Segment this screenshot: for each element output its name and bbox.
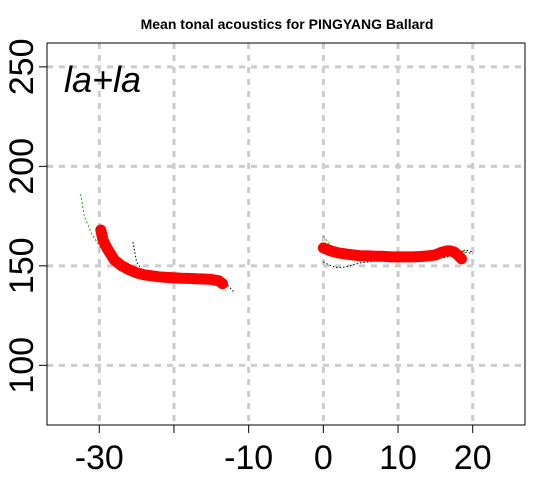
x-axis: -30 -10 0 10 20 — [75, 425, 492, 477]
x-tick-label: -10 — [224, 439, 273, 477]
y-tick-label: 200 — [3, 138, 41, 195]
series-line-mean — [95, 224, 228, 290]
y-axis: 100 150 200 250 — [3, 39, 47, 394]
x-tick-label: 10 — [379, 439, 417, 477]
plot-frame — [46, 42, 526, 426]
panel-label: la+la — [64, 59, 141, 100]
x-tick-label: 20 — [454, 439, 492, 477]
x-tick-label: 0 — [314, 439, 333, 477]
y-tick-label: 100 — [3, 337, 41, 394]
plot-series — [80, 194, 473, 293]
x-tick-label: -30 — [75, 439, 124, 477]
y-tick-label: 250 — [3, 39, 41, 96]
series-line-mean — [317, 242, 467, 265]
chart-title: Mean tonal acoustics for PINGYANG Ballar… — [141, 16, 434, 32]
y-tick-label: 150 — [3, 237, 41, 294]
series-line-dotted — [323, 249, 473, 269]
grid — [47, 43, 525, 425]
